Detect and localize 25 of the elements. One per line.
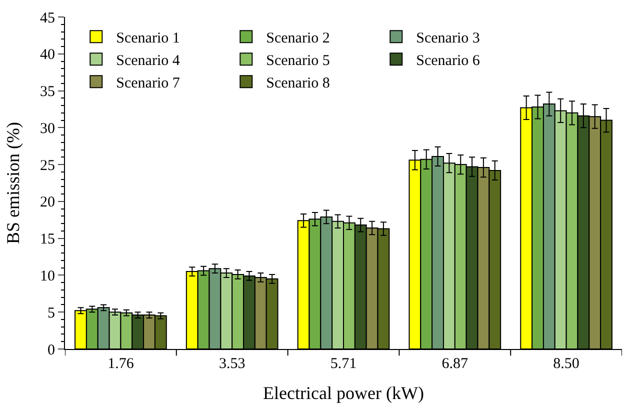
y-tick-label: 10 (40, 268, 55, 284)
x-tick-label: 6.87 (442, 356, 469, 372)
y-tick-label: 20 (40, 194, 55, 211)
x-tick-label: 5.71 (330, 356, 357, 372)
legend-label: Scenario 1 (116, 30, 180, 46)
y-tick-label: 35 (40, 84, 55, 100)
legend-label: Scenario 6 (416, 52, 480, 69)
x-tick-label: 8.50 (553, 356, 580, 372)
x-tick-label: 3.53 (218, 356, 246, 372)
y-tick-label: 25 (40, 158, 55, 174)
legend-label: Scenario 4 (116, 52, 180, 69)
x-axis-title: Electrical power (kW) (263, 383, 424, 404)
y-tick-label: 5 (48, 305, 55, 322)
y-tick-label: 30 (40, 120, 55, 137)
y-tick-label: 45 (40, 10, 55, 26)
legend-label: Scenario 7 (116, 75, 180, 92)
y-tick-label: 15 (40, 232, 55, 248)
y-tick-label: 0 (48, 342, 55, 358)
legend-label: Scenario 2 (266, 30, 330, 46)
legend-label: Scenario 8 (266, 75, 330, 92)
y-tick-label: 40 (40, 47, 55, 64)
x-tick-label: 1.76 (108, 356, 134, 372)
y-axis-title: BS emission (%) (3, 122, 24, 244)
legend-label: Scenario 5 (266, 52, 330, 69)
legend-label: Scenario 3 (416, 30, 480, 46)
